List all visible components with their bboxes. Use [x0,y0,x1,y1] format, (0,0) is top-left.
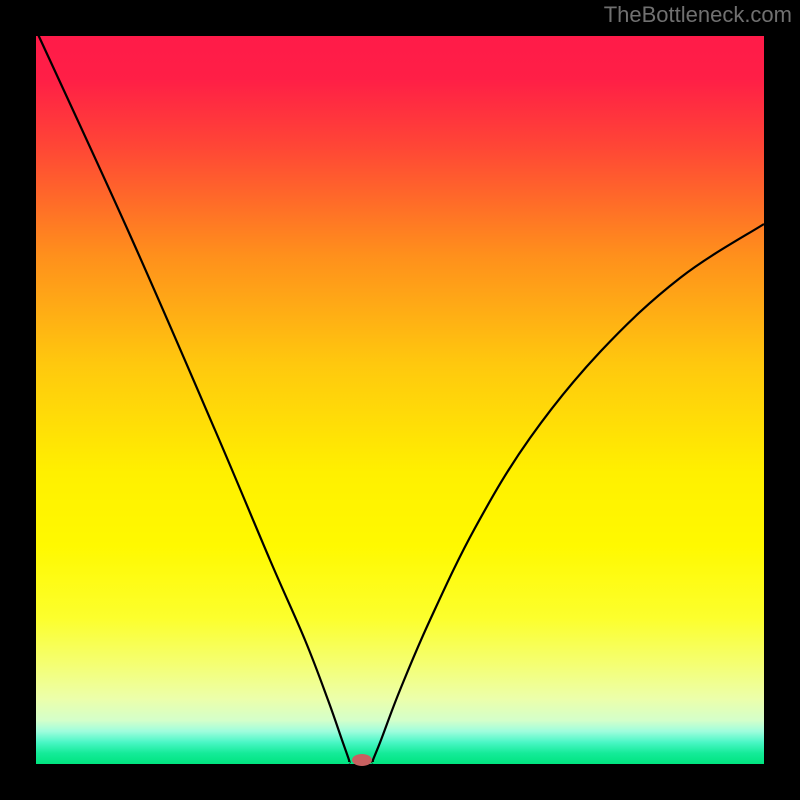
plot-gradient-rect [36,36,764,764]
curve-svg [0,0,800,800]
chart-container: TheBottleneck.com [0,0,800,800]
vertex-marker [352,754,372,766]
